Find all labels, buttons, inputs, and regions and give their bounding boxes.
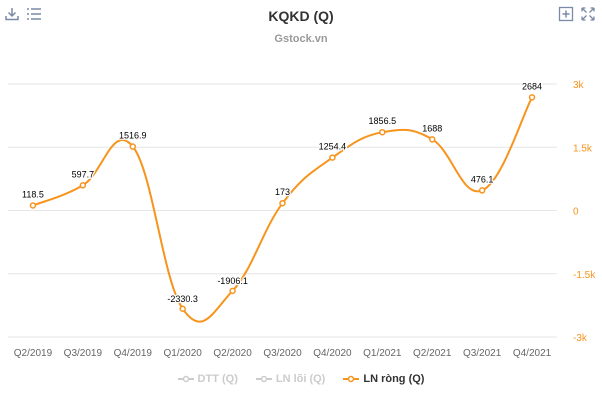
data-label: 2684: [522, 81, 542, 91]
x-tick-label: Q2/2021: [413, 348, 452, 359]
data-point[interactable]: [428, 136, 436, 143]
y-tick-label: 0: [573, 207, 579, 218]
x-tick-label: Q3/2021: [463, 348, 502, 359]
x-tick-label: Q3/2019: [64, 348, 103, 359]
legend-swatch-icon: [255, 375, 272, 383]
zoom-in-icon[interactable]: [558, 6, 574, 22]
data-point[interactable]: [79, 182, 87, 189]
x-tick-label: Q1/2020: [163, 348, 202, 359]
y-tick-label: -3k: [573, 333, 588, 344]
toolbar-right: [558, 6, 596, 22]
data-point[interactable]: [478, 187, 486, 194]
legend-label: DTT (Q): [197, 373, 238, 385]
data-point[interactable]: [129, 143, 137, 150]
legend-label: LN ròng (Q): [363, 373, 425, 385]
x-tick-label: Q1/2021: [363, 348, 402, 359]
y-tick-label: 3k: [573, 80, 585, 91]
fullscreen-icon[interactable]: [580, 6, 596, 22]
x-tick-label: Q4/2019: [114, 348, 153, 359]
download-icon[interactable]: [4, 6, 20, 22]
legend-item[interactable]: DTT (Q): [177, 373, 238, 385]
data-label: 1856.5: [369, 116, 397, 126]
legend-item[interactable]: LN ròng (Q): [343, 373, 424, 385]
legend-label: LN lõi (Q): [275, 373, 326, 385]
chart-title: KQKD (Q): [268, 8, 334, 24]
data-label: 118.5: [22, 190, 44, 200]
x-tick-label: Q4/2020: [313, 348, 352, 359]
menu-icon[interactable]: [26, 6, 42, 22]
y-tick-label: -1.5k: [573, 270, 596, 281]
data-point[interactable]: [29, 202, 37, 209]
legend-swatch-icon: [177, 375, 194, 383]
data-label: 476.1: [471, 174, 494, 184]
data-label: 1688: [422, 123, 442, 133]
data-point[interactable]: [279, 199, 286, 207]
chart-subtitle: Gstock.vn: [274, 33, 328, 45]
x-tick-label: Q4/2021: [513, 348, 552, 359]
data-label: 597.7: [72, 169, 95, 179]
data-label: 173: [275, 187, 290, 197]
data-label: 1516.9: [119, 131, 147, 141]
data-point[interactable]: [179, 305, 186, 313]
data-label: -2330.3: [167, 294, 198, 304]
x-tick-label: Q2/2020: [213, 348, 252, 359]
data-label: -1906.1: [217, 276, 248, 286]
y-tick-label: 1.5k: [573, 143, 593, 154]
toolbar-left: [4, 6, 42, 22]
legend-item[interactable]: LN lõi (Q): [255, 373, 326, 385]
series-line: [32, 96, 533, 323]
data-point[interactable]: [379, 128, 386, 136]
legend: DTT (Q) LN lõi (Q) LN ròng (Q): [0, 373, 602, 385]
x-tick-label: Q3/2020: [263, 348, 302, 359]
legend-swatch-icon: [343, 375, 360, 383]
data-point[interactable]: [229, 287, 236, 295]
data-point[interactable]: [528, 94, 536, 101]
data-point[interactable]: [329, 154, 336, 161]
x-tick-label: Q2/2019: [14, 348, 53, 359]
data-label: 1254.4: [319, 142, 347, 152]
